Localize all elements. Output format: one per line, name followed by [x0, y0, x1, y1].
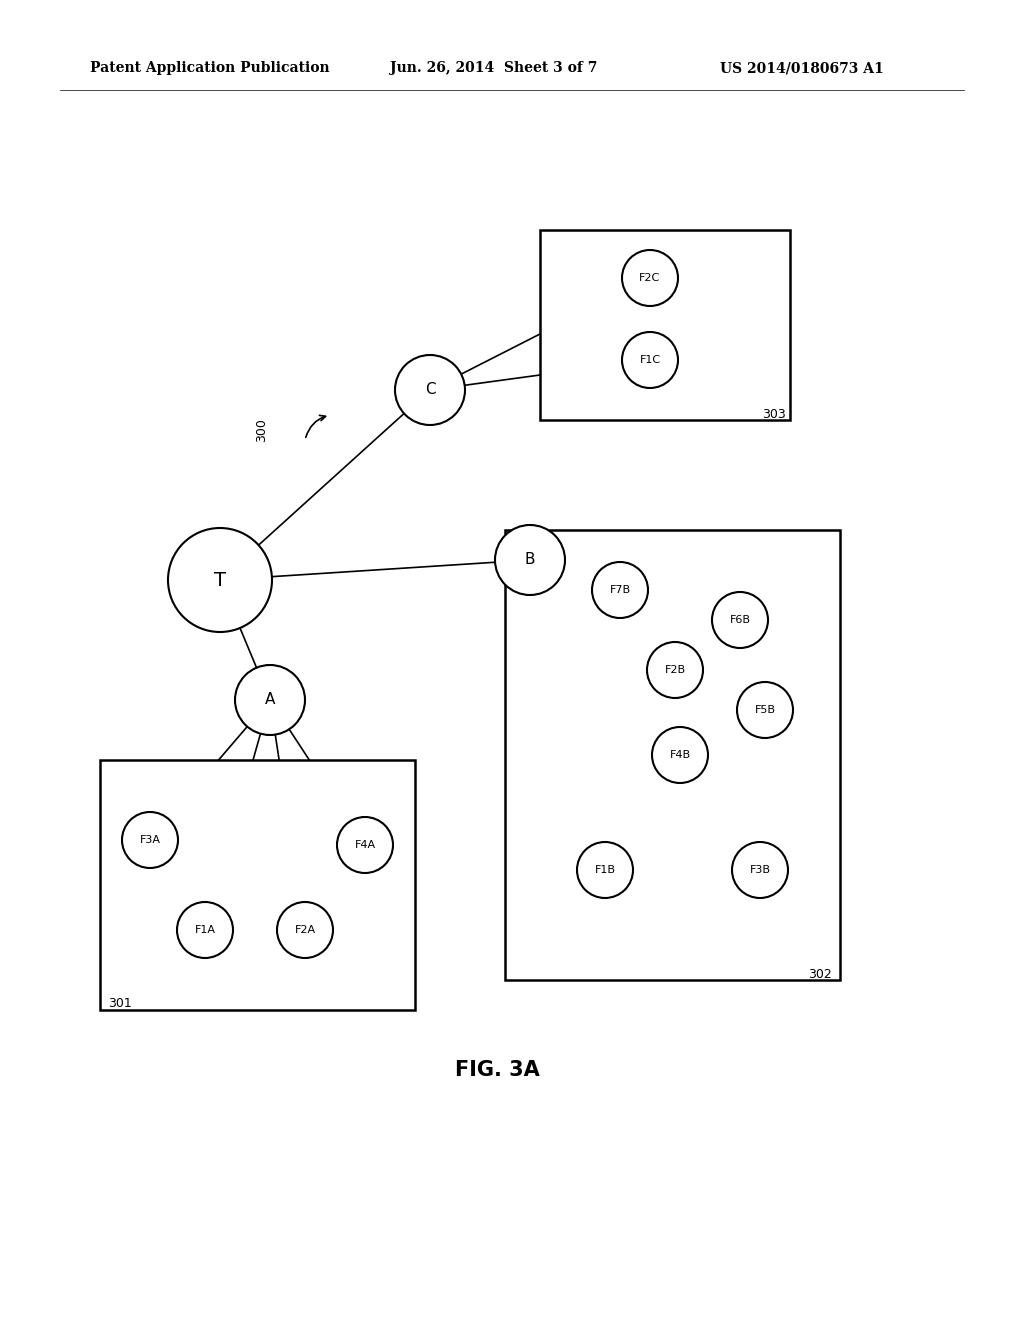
Circle shape — [592, 562, 648, 618]
Text: C: C — [425, 383, 435, 397]
Circle shape — [337, 817, 393, 873]
Bar — [100, 760, 415, 1010]
Text: F5B: F5B — [755, 705, 775, 715]
Circle shape — [712, 591, 768, 648]
Circle shape — [168, 528, 272, 632]
Text: F4A: F4A — [354, 840, 376, 850]
Text: A: A — [265, 693, 275, 708]
Text: Patent Application Publication: Patent Application Publication — [90, 61, 330, 75]
Text: F2A: F2A — [295, 925, 315, 935]
Text: 302: 302 — [808, 968, 831, 981]
Text: F3B: F3B — [750, 865, 770, 875]
Circle shape — [234, 665, 305, 735]
Bar — [505, 531, 840, 979]
Text: FIG. 3A: FIG. 3A — [455, 1060, 540, 1080]
Circle shape — [177, 902, 233, 958]
Text: F2B: F2B — [665, 665, 685, 675]
Text: 303: 303 — [762, 408, 785, 421]
Text: 301: 301 — [108, 997, 132, 1010]
Text: F3A: F3A — [139, 836, 161, 845]
Circle shape — [732, 842, 788, 898]
Circle shape — [622, 333, 678, 388]
Circle shape — [652, 727, 708, 783]
Circle shape — [278, 902, 333, 958]
Text: F4B: F4B — [670, 750, 690, 760]
Text: US 2014/0180673 A1: US 2014/0180673 A1 — [720, 61, 884, 75]
Text: F2C: F2C — [639, 273, 660, 282]
Text: F6B: F6B — [729, 615, 751, 624]
Circle shape — [495, 525, 565, 595]
Text: F1C: F1C — [639, 355, 660, 366]
Text: B: B — [524, 553, 536, 568]
Text: F7B: F7B — [609, 585, 631, 595]
Circle shape — [737, 682, 793, 738]
Text: Jun. 26, 2014  Sheet 3 of 7: Jun. 26, 2014 Sheet 3 of 7 — [390, 61, 597, 75]
Text: 300: 300 — [255, 418, 268, 442]
Bar — [540, 230, 790, 420]
Circle shape — [122, 812, 178, 869]
Text: F1B: F1B — [595, 865, 615, 875]
Circle shape — [622, 249, 678, 306]
Circle shape — [395, 355, 465, 425]
Circle shape — [577, 842, 633, 898]
Text: T: T — [214, 570, 226, 590]
Text: F1A: F1A — [195, 925, 215, 935]
Circle shape — [647, 642, 703, 698]
